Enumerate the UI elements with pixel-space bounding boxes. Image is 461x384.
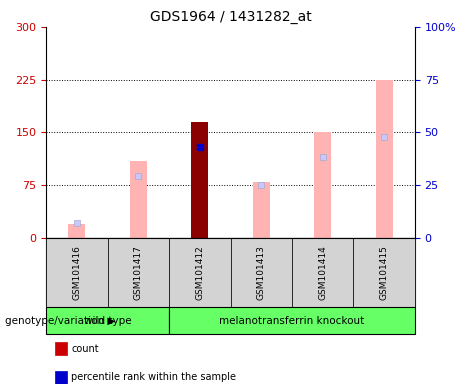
Bar	[46, 307, 169, 334]
Title: GDS1964 / 1431282_at: GDS1964 / 1431282_at	[150, 10, 311, 25]
Bar	[191, 147, 208, 238]
Bar	[107, 238, 169, 307]
Text: melanotransferrin knockout: melanotransferrin knockout	[219, 316, 365, 326]
Bar	[130, 161, 147, 238]
Text: GSM101415: GSM101415	[380, 245, 389, 300]
Bar	[68, 224, 85, 238]
Bar	[191, 122, 208, 238]
Text: genotype/variation ▶: genotype/variation ▶	[5, 316, 115, 326]
Bar	[169, 307, 415, 334]
Bar	[169, 238, 230, 307]
Text: wild type: wild type	[84, 316, 131, 326]
Text: GSM101416: GSM101416	[72, 245, 81, 300]
Text: GSM101417: GSM101417	[134, 245, 143, 300]
Bar	[253, 182, 270, 238]
Bar	[354, 238, 415, 307]
Bar	[292, 238, 354, 307]
Bar	[46, 238, 107, 307]
Bar	[314, 132, 331, 238]
Bar	[230, 238, 292, 307]
Text: count: count	[71, 344, 99, 354]
Bar	[376, 80, 393, 238]
Text: percentile rank within the sample: percentile rank within the sample	[71, 372, 236, 382]
Text: GSM101413: GSM101413	[257, 245, 266, 300]
Text: GSM101414: GSM101414	[318, 245, 327, 300]
Text: GSM101412: GSM101412	[195, 245, 204, 300]
